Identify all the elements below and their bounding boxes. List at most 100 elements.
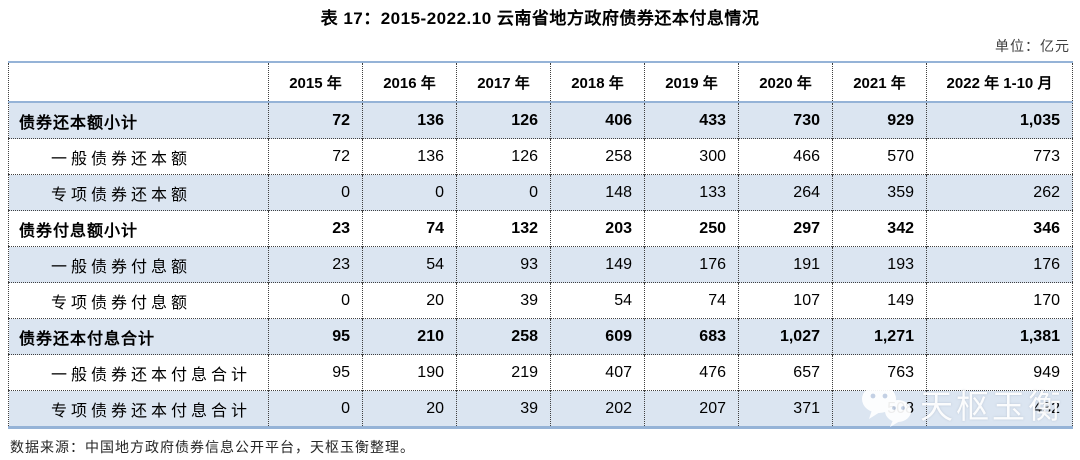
value-cell: 570	[832, 138, 927, 175]
value-cell: 609	[550, 318, 645, 355]
table-row: 一般债券还本额 72 136 126 258 300 466 570 773	[8, 138, 1073, 175]
row-label: 一般债券付息额	[8, 246, 269, 283]
table-row: 专项债券付息额 0 20 39 54 74 107 149 170	[8, 282, 1073, 319]
year-column-header: 2020 年	[738, 62, 833, 103]
value-cell: 170	[926, 282, 1073, 319]
value-cell: 39	[456, 390, 551, 428]
value-cell: 149	[550, 246, 645, 283]
value-cell: 0	[268, 282, 363, 319]
table-row: 债券还本额小计 72 136 126 406 433 730 929 1,035	[8, 102, 1073, 139]
value-cell: 432	[926, 390, 1073, 428]
value-cell: 93	[456, 246, 551, 283]
value-cell: 72	[268, 138, 363, 175]
value-cell: 508	[832, 390, 927, 428]
value-cell: 207	[644, 390, 739, 428]
value-cell: 39	[456, 282, 551, 319]
value-cell: 203	[550, 210, 645, 247]
value-cell: 371	[738, 390, 833, 428]
value-cell: 219	[456, 354, 551, 391]
value-cell: 0	[456, 174, 551, 211]
table-title: 表 17：2015-2022.10 云南省地方政府债券还本付息情况	[320, 9, 760, 28]
table-row: 一般债券付息额 23 54 93 149 176 191 193 176	[8, 246, 1073, 283]
year-column-header: 2019 年	[644, 62, 739, 103]
value-cell: 74	[362, 210, 457, 247]
value-cell: 176	[926, 246, 1073, 283]
value-cell: 95	[268, 318, 363, 355]
row-label: 一般债券还本付息合计	[8, 354, 269, 391]
value-cell: 136	[362, 102, 457, 139]
value-cell: 466	[738, 138, 833, 175]
value-cell: 250	[644, 210, 739, 247]
table-row: 专项债券还本额 0 0 0 148 133 264 359 262	[8, 174, 1073, 211]
value-cell: 126	[456, 138, 551, 175]
value-cell: 1,271	[832, 318, 927, 355]
table-row: 债券付息额小计 23 74 132 203 250 297 342 346	[8, 210, 1073, 247]
table-body: 债券还本额小计 72 136 126 406 433 730 929 1,035 一般债券还本额 7…	[8, 102, 1073, 428]
value-cell: 297	[738, 210, 833, 247]
value-cell: 657	[738, 354, 833, 391]
value-cell: 433	[644, 102, 739, 139]
value-cell: 300	[644, 138, 739, 175]
source-note: 数据来源：中国地方政府债券信息公开平台，天枢玉衡整理。	[10, 439, 415, 455]
value-cell: 1,027	[738, 318, 833, 355]
value-cell: 406	[550, 102, 645, 139]
value-cell: 149	[832, 282, 927, 319]
value-cell: 23	[268, 246, 363, 283]
row-label: 债券还本额小计	[8, 102, 269, 139]
row-label: 专项债券还本付息合计	[8, 390, 269, 428]
value-cell: 133	[644, 174, 739, 211]
row-label: 债券还本付息合计	[8, 318, 269, 355]
value-cell: 132	[456, 210, 551, 247]
value-cell: 193	[832, 246, 927, 283]
year-column-header: 2016 年	[362, 62, 457, 103]
value-cell: 264	[738, 174, 833, 211]
table-row: 专项债券还本付息合计 0 20 39 202 207 371 508 432	[8, 390, 1073, 428]
row-label: 专项债券付息额	[8, 282, 269, 319]
value-cell: 262	[926, 174, 1073, 211]
row-label: 一般债券还本额	[8, 138, 269, 175]
value-cell: 54	[362, 246, 457, 283]
value-cell: 773	[926, 138, 1073, 175]
value-cell: 23	[268, 210, 363, 247]
table-row: 一般债券还本付息合计 95 190 219 407 476 657 763 949	[8, 354, 1073, 391]
value-cell: 949	[926, 354, 1073, 391]
table-container: 2015 年 2016 年 2017 年 2018 年 2019 年 2020 年 2021…	[8, 61, 1073, 429]
value-cell: 190	[362, 354, 457, 391]
value-cell: 359	[832, 174, 927, 211]
value-cell: 929	[832, 102, 927, 139]
value-cell: 258	[550, 138, 645, 175]
value-cell: 72	[268, 102, 363, 139]
value-cell: 176	[644, 246, 739, 283]
value-cell: 202	[550, 390, 645, 428]
value-cell: 20	[362, 390, 457, 428]
value-cell: 191	[738, 246, 833, 283]
value-cell: 210	[362, 318, 457, 355]
year-column-header: 2018 年	[550, 62, 645, 103]
table-row: 债券还本付息合计 95 210 258 609 683 1,027 1,271 1,381	[8, 318, 1073, 355]
value-cell: 342	[832, 210, 927, 247]
value-cell: 476	[644, 354, 739, 391]
year-column-header: 2022 年 1-10 月	[926, 62, 1073, 103]
value-cell: 0	[268, 174, 363, 211]
value-cell: 1,381	[926, 318, 1073, 355]
value-cell: 74	[644, 282, 739, 319]
unit-label: 单位：亿元	[995, 38, 1070, 54]
bond-payment-table: 2015 年 2016 年 2017 年 2018 年 2019 年 2020 年 2021…	[8, 61, 1073, 429]
value-cell: 0	[268, 390, 363, 428]
year-column-header: 2017 年	[456, 62, 551, 103]
value-cell: 148	[550, 174, 645, 211]
value-cell: 136	[362, 138, 457, 175]
value-cell: 1,035	[926, 102, 1073, 139]
row-label: 债券付息额小计	[8, 210, 269, 247]
value-cell: 258	[456, 318, 551, 355]
value-cell: 683	[644, 318, 739, 355]
value-cell: 20	[362, 282, 457, 319]
year-column-header: 2015 年	[268, 62, 363, 103]
value-cell: 407	[550, 354, 645, 391]
row-label: 专项债券还本额	[8, 174, 269, 211]
header-row: 2015 年 2016 年 2017 年 2018 年 2019 年 2020 年 2021…	[8, 62, 1073, 103]
value-cell: 346	[926, 210, 1073, 247]
value-cell: 763	[832, 354, 927, 391]
corner-cell	[8, 62, 269, 103]
value-cell: 107	[738, 282, 833, 319]
